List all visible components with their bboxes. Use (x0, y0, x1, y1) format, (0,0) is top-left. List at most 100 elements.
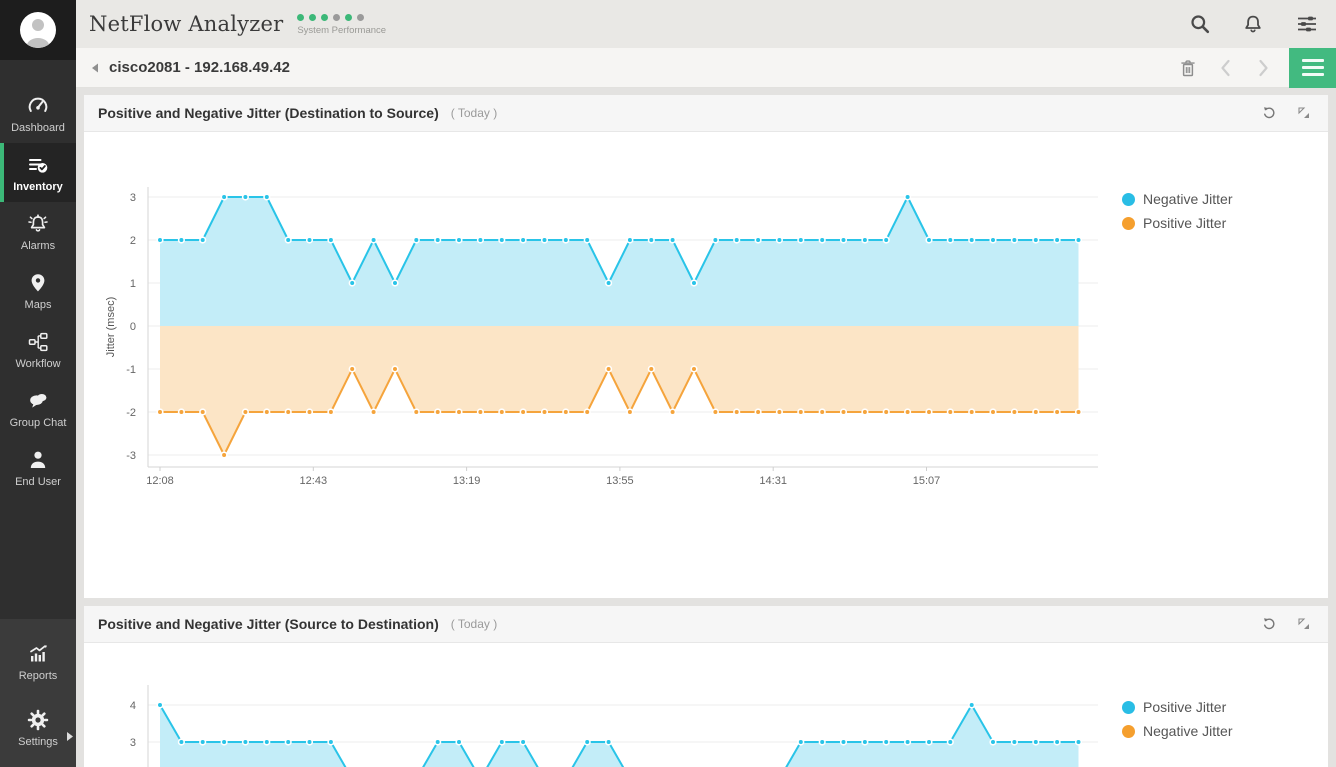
prev-button[interactable] (1214, 54, 1238, 82)
status-dot (321, 14, 328, 21)
svg-text:2: 2 (130, 235, 136, 247)
gauge-icon (26, 94, 50, 118)
legend-label: Negative Jitter (1143, 191, 1232, 207)
settings-submenu-arrow-icon (67, 732, 73, 741)
user-avatar-button[interactable] (0, 0, 76, 60)
gear-icon (26, 708, 50, 732)
search-button[interactable] (1186, 10, 1214, 38)
panel-menu-button[interactable] (1289, 48, 1336, 88)
app-title: NetFlow Analyzer (89, 12, 283, 36)
svg-text:12:43: 12:43 (300, 475, 328, 487)
breadcrumb-actions (1175, 54, 1289, 82)
time-range-label: ( Today ) (451, 106, 497, 120)
sidebar-item-settings[interactable]: Settings (0, 695, 76, 761)
avatar (20, 12, 56, 48)
svg-text:Jitter (msec): Jitter (msec) (105, 297, 117, 358)
sidebar-item-reports[interactable]: Reports (0, 629, 76, 695)
refresh-button[interactable] (1258, 102, 1280, 124)
preferences-sliders-icon (1294, 12, 1320, 36)
sidebar-item-workflow[interactable]: Workflow (0, 320, 76, 379)
legend-dot (1122, 217, 1135, 230)
svg-text:14:31: 14:31 (759, 475, 787, 487)
svg-text:0: 0 (130, 321, 136, 333)
refresh-button[interactable] (1258, 613, 1280, 635)
sidebar-item-label: Maps (25, 299, 52, 311)
chart-panel-body: 3210-1-2-312:0812:4313:1913:5514:3115:07… (84, 132, 1328, 598)
panel-title: Positive and Negative Jitter (Destinatio… (98, 105, 439, 121)
next-button[interactable] (1251, 54, 1275, 82)
legend-label: Positive Jitter (1143, 699, 1226, 715)
prev-chevron-icon (1216, 56, 1236, 80)
notifications-button[interactable] (1239, 10, 1267, 38)
delete-button[interactable] (1175, 55, 1201, 81)
main-column: NetFlow Analyzer System Performance (76, 0, 1336, 767)
brand: NetFlow Analyzer System Performance (89, 12, 386, 36)
svg-text:-1: -1 (126, 364, 136, 376)
status-dot (309, 14, 316, 21)
sidebar: Dashboard Inventory (0, 0, 76, 767)
sidebar-item-inventory[interactable]: Inventory (0, 143, 76, 202)
expand-button[interactable] (1294, 614, 1314, 634)
panel-actions (1258, 102, 1314, 124)
panel-actions (1258, 613, 1314, 635)
workflow-icon (26, 330, 50, 354)
panel-header: Positive and Negative Jitter (Source to … (84, 606, 1328, 643)
sidebar-item-group-chat[interactable]: Group Chat (0, 379, 76, 438)
breadcrumb-bar: cisco2081 - 192.168.49.42 (76, 48, 1336, 88)
sidebar-item-maps[interactable]: Maps (0, 261, 76, 320)
refresh-icon (1260, 615, 1278, 633)
legend-item-positive-jitter[interactable]: Positive Jitter (1122, 215, 1232, 231)
svg-text:13:19: 13:19 (453, 475, 481, 487)
panel-header: Positive and Negative Jitter (Destinatio… (84, 95, 1328, 132)
delete-trash-icon (1177, 57, 1199, 79)
expand-icon (1296, 105, 1312, 121)
expand-button[interactable] (1294, 103, 1314, 123)
search-icon (1188, 12, 1212, 36)
svg-text:13:55: 13:55 (606, 475, 634, 487)
sidebar-item-dashboard[interactable]: Dashboard (0, 84, 76, 143)
legend-item-negative-jitter[interactable]: Negative Jitter (1122, 191, 1232, 207)
preferences-button[interactable] (1292, 10, 1322, 38)
sidebar-item-label: Alarms (21, 240, 55, 252)
chart-legend: Negative Jitter Positive Jitter (1122, 191, 1232, 231)
jitter-chart-dest-to-src[interactable]: 3210-1-2-312:0812:4313:1913:5514:3115:07… (84, 132, 1328, 502)
status-dot (357, 14, 364, 21)
device-title: cisco2081 - 192.168.49.42 (109, 59, 290, 76)
sidebar-bottom-section: Reports Sett (0, 619, 76, 767)
top-header: NetFlow Analyzer System Performance (76, 0, 1336, 48)
svg-text:-2: -2 (126, 407, 136, 419)
svg-text:1: 1 (130, 278, 136, 290)
next-chevron-icon (1253, 56, 1273, 80)
content-area: Positive and Negative Jitter (Destinatio… (76, 88, 1336, 767)
legend-item-negative-jitter[interactable]: Negative Jitter (1122, 723, 1232, 739)
sidebar-nav: Dashboard Inventory (0, 60, 76, 497)
svg-text:12:08: 12:08 (146, 475, 174, 487)
app-root: Dashboard Inventory (0, 0, 1336, 767)
sidebar-item-label: Inventory (13, 181, 63, 193)
legend-item-positive-jitter[interactable]: Positive Jitter (1122, 699, 1232, 715)
sidebar-item-end-user[interactable]: End User (0, 438, 76, 497)
status-dots (297, 14, 386, 21)
legend-dot (1122, 193, 1135, 206)
app-subtitle: System Performance (297, 25, 386, 36)
panel-title: Positive and Negative Jitter (Source to … (98, 616, 439, 632)
svg-text:-3: -3 (126, 450, 136, 462)
sidebar-item-label: Group Chat (10, 417, 67, 429)
legend-dot (1122, 701, 1135, 714)
sidebar-item-label: End User (15, 476, 61, 488)
legend-label: Positive Jitter (1143, 215, 1226, 231)
sidebar-item-alarms[interactable]: Alarms (0, 202, 76, 261)
report-chart-icon (26, 642, 50, 666)
svg-text:3: 3 (130, 737, 136, 749)
expand-icon (1296, 616, 1312, 632)
svg-text:15:07: 15:07 (913, 475, 941, 487)
legend-dot (1122, 725, 1135, 738)
topbar-icons (1186, 10, 1322, 38)
notifications-bell-icon (1241, 12, 1265, 36)
back-button[interactable] (90, 62, 99, 74)
inventory-list-icon (26, 153, 50, 177)
sidebar-item-label: Workflow (15, 358, 60, 370)
time-range-label: ( Today ) (451, 617, 497, 631)
sidebar-item-label: Reports (19, 670, 58, 682)
chart-legend: Positive Jitter Negative Jitter (1122, 699, 1232, 739)
